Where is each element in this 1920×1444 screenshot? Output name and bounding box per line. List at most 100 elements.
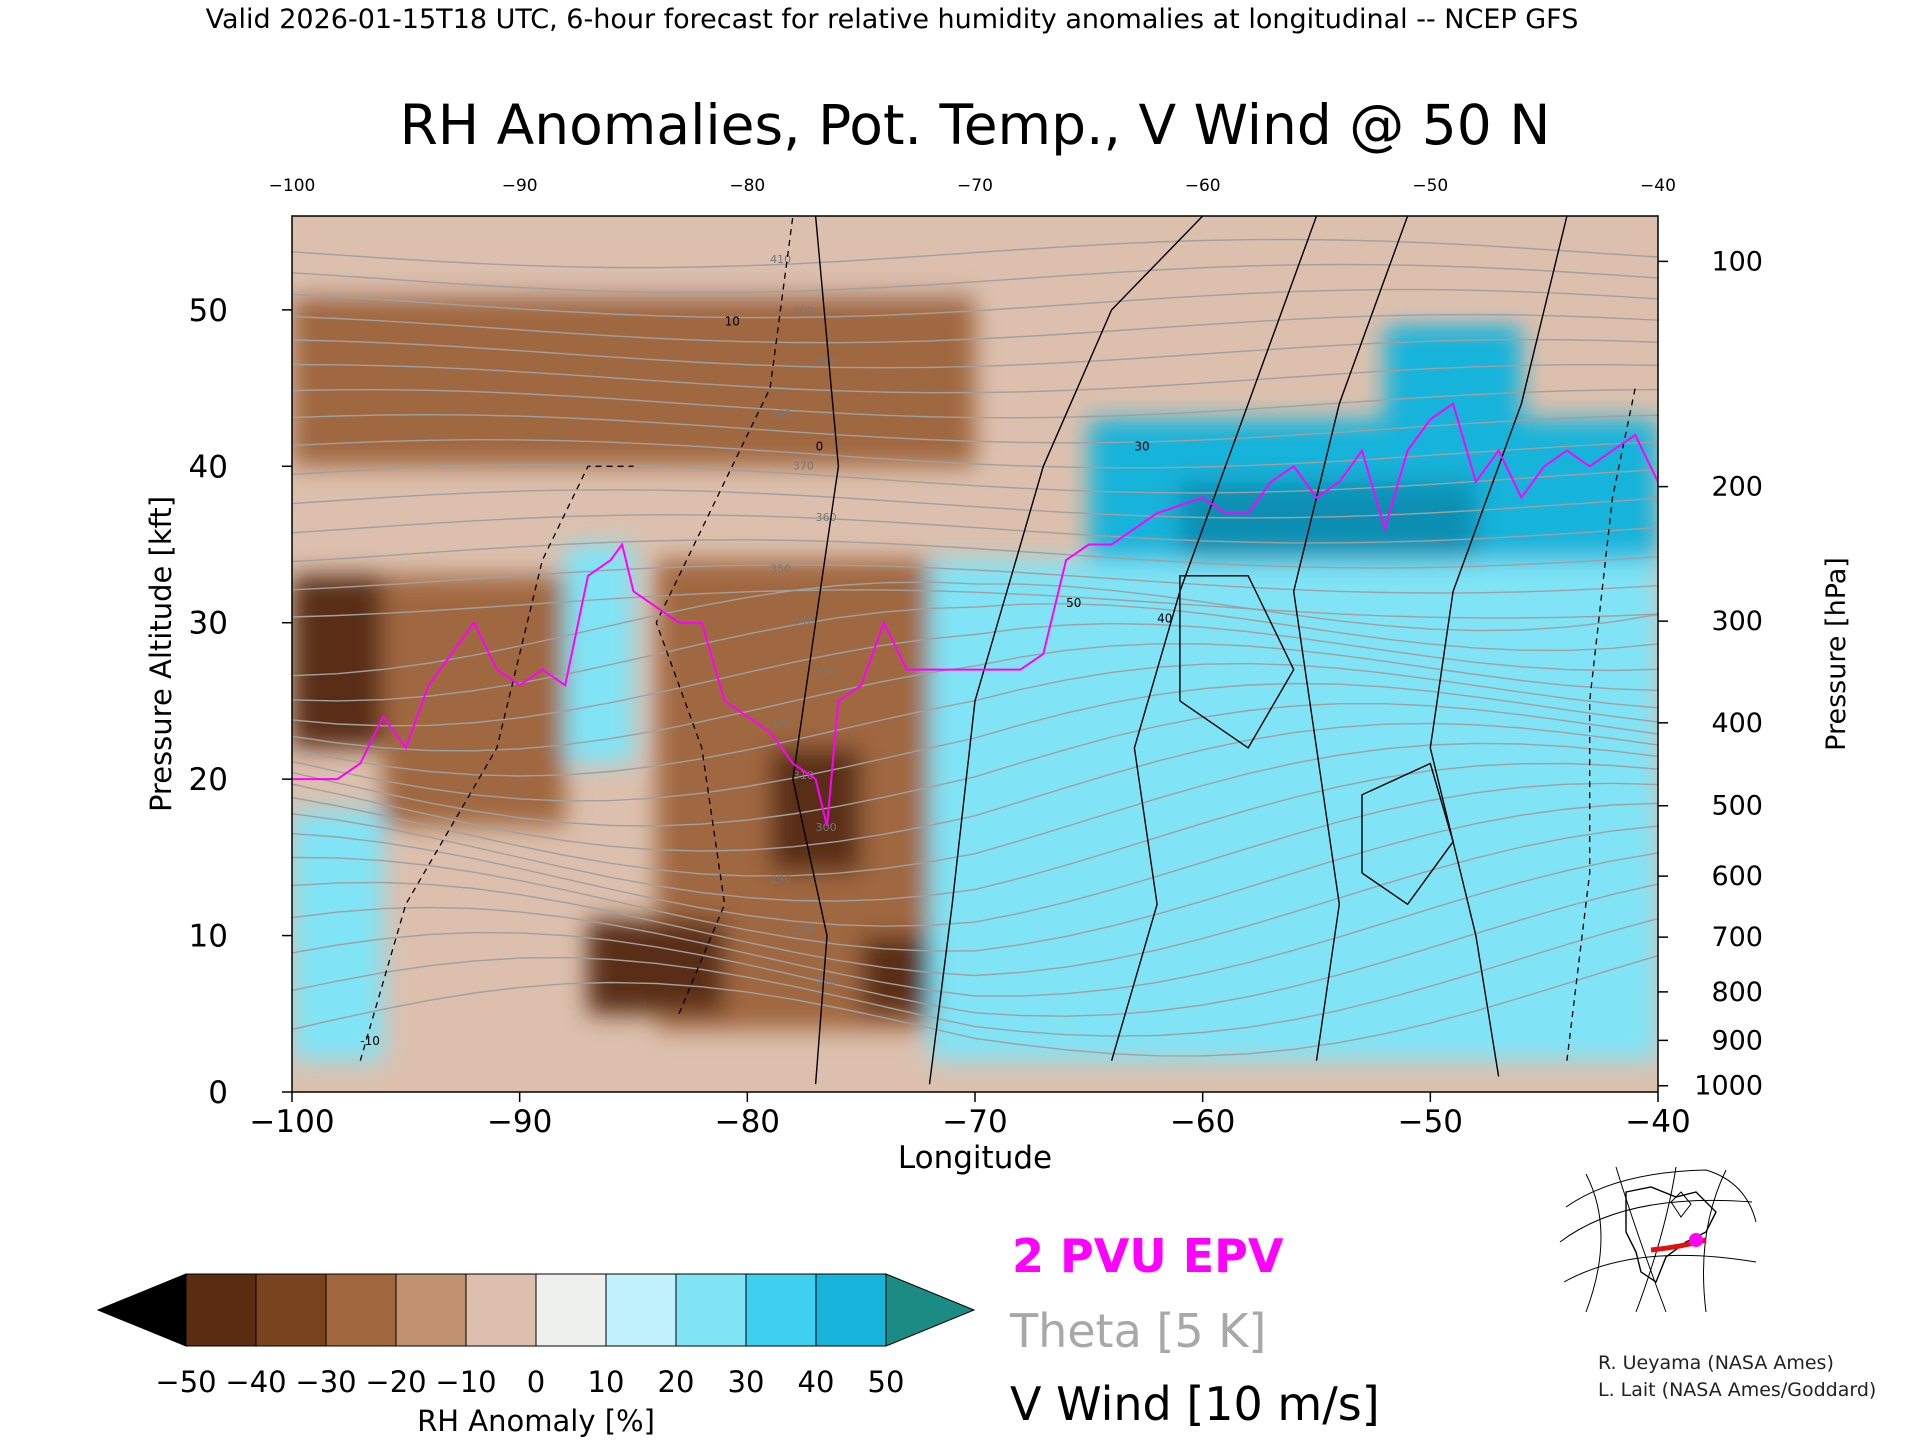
- wind-label-3: 30: [1134, 440, 1149, 454]
- wind-contour-3: [1292, 216, 1409, 1061]
- colorbar-tick-4: −10: [435, 1365, 496, 1399]
- theta-contour-20: [292, 514, 1658, 544]
- y-axis-left-label: Pressure Altitude [kft]: [144, 496, 178, 812]
- chart-title: RH Anomalies, Pot. Temp., V Wind @ 50 N: [400, 93, 1551, 157]
- colorbar-seg-0: [185, 1273, 257, 1347]
- theta-contour-30: [292, 263, 1658, 294]
- theta-contour-18: [292, 564, 1658, 594]
- colorbar-segments: [96, 1273, 976, 1347]
- theta-contour-2: [292, 883, 1658, 1017]
- theta-label-400: 400: [793, 305, 814, 318]
- theta-contour-26: [292, 363, 1658, 394]
- theta-contour-28: [292, 313, 1658, 344]
- locator-map: [1556, 1162, 1760, 1314]
- x-tick-label-5: −50: [1398, 1104, 1463, 1140]
- theta-label-370: 370: [793, 459, 814, 472]
- legend: 2 PVU EPV Theta [5 K] V Wind [10 m/s]: [1009, 1229, 1380, 1431]
- x-tick-label-1: −90: [487, 1104, 552, 1140]
- theta-contour-25: [292, 388, 1658, 419]
- theta-contour-21: [292, 489, 1658, 519]
- colorbar-tick-5: 0: [527, 1365, 545, 1399]
- colorbar-seg-2: [325, 1273, 397, 1347]
- theta-contour-31: [292, 238, 1658, 269]
- legend-epv: 2 PVU EPV: [1012, 1229, 1284, 1283]
- theta-label-360: 360: [816, 511, 837, 524]
- p-tick-label-3: 700: [1711, 922, 1763, 953]
- colorbar-seg-5: [535, 1273, 607, 1347]
- theta-contour-9: [292, 722, 1658, 852]
- p-tick-label-2: 800: [1711, 977, 1763, 1008]
- wind-contour-neg-2: [1566, 387, 1636, 1061]
- theta-contours: 4104003903803703603503403303203103002902…: [292, 238, 1658, 1057]
- p-tick-label-4: 600: [1711, 861, 1763, 892]
- theta-contour-17: [292, 589, 1658, 619]
- colorbar-tick-9: 40: [798, 1365, 835, 1399]
- rh-region-11: [1179, 481, 1476, 561]
- top-tick-label-5: −50: [1412, 176, 1448, 196]
- colorbar-tick-0: −50: [155, 1365, 216, 1399]
- credits: R. Ueyama (NASA Ames) L. Lait (NASA Ames…: [1598, 1350, 1876, 1404]
- colorbar-seg-3: [395, 1273, 467, 1347]
- rh-region-7: [587, 919, 725, 1014]
- top-tick-label-4: −60: [1185, 176, 1221, 196]
- p-tick-label-8: 200: [1711, 472, 1763, 503]
- theta-contour-5: [292, 802, 1658, 952]
- theta-label-320: 320: [770, 718, 791, 731]
- colorbar-seg-8: [745, 1273, 817, 1347]
- p-tick-label-6: 400: [1711, 708, 1763, 739]
- colorbar-tick-8: 30: [728, 1365, 765, 1399]
- theta-contour-29: [292, 288, 1658, 319]
- top-tick-label-2: −80: [729, 176, 765, 196]
- theta-contour-15: [292, 602, 1658, 702]
- top-tick-label-1: −90: [502, 176, 538, 196]
- rh-region-1: [292, 294, 975, 467]
- colorbar-arrow-right: [885, 1273, 976, 1347]
- theta-label-290: 290: [770, 872, 791, 885]
- wind-contour-5: [1179, 575, 1295, 749]
- x-tick-label-2: −80: [715, 1104, 780, 1140]
- y-tick-label-0: 0: [208, 1075, 228, 1111]
- x-axis-label: Longitude: [898, 1140, 1052, 1176]
- theta-contour-7: [292, 762, 1658, 902]
- theta-label-340: 340: [793, 614, 814, 627]
- credit-line-2: L. Lait (NASA Ames/Goddard): [1598, 1379, 1877, 1401]
- x-axis: −100 −90 −80 −70 −60 −50 −40: [249, 1092, 1691, 1140]
- p-tick-label-1: 900: [1711, 1025, 1763, 1056]
- wind-contour-neg-0: [359, 465, 634, 1061]
- theta-contour-22: [292, 464, 1658, 494]
- colorbar-seg-7: [675, 1273, 747, 1347]
- rh-region-4: [565, 544, 634, 764]
- colorbar-ticks: −50 −40 −30 −20 −10 0 10 20 30 40 50: [155, 1365, 904, 1399]
- top-axis: −100 −90 −80 −70 −60 −50 −40: [269, 176, 1676, 196]
- theta-label-280: 280: [793, 924, 814, 937]
- colorbar-tick-3: −20: [365, 1365, 426, 1399]
- wind-contour-6: [1361, 762, 1454, 906]
- valid-line: Valid 2026-01-15T18 UTC, 6-hour forecast…: [206, 4, 1579, 35]
- colorbar-tick-2: −30: [295, 1365, 356, 1399]
- colorbar-seg-9: [815, 1273, 887, 1347]
- theta-contour-6: [292, 782, 1658, 927]
- y-axis-left: 0 10 20 30 40 50: [189, 293, 292, 1111]
- rh-region-8: [861, 935, 930, 1014]
- colorbar-seg-4: [465, 1273, 537, 1347]
- locator-map-icon: [1559, 1166, 1757, 1313]
- epv-2pvu-path: [292, 402, 1658, 827]
- p-tick-label-7: 300: [1711, 606, 1763, 637]
- wind-label-1: 0: [816, 440, 824, 454]
- theta-label-410: 410: [770, 253, 791, 266]
- y-tick-label-2: 20: [189, 762, 228, 798]
- plot-area: 4104003903803703603503403303203103002902…: [291, 215, 1659, 1093]
- theta-contour-19: [292, 539, 1658, 569]
- theta-contour-4: [292, 825, 1658, 977]
- theta-contour-3: [292, 852, 1658, 997]
- theta-contour-0: [292, 954, 1658, 1057]
- theta-label-300: 300: [816, 821, 837, 834]
- colorbar: −50 −40 −30 −20 −10 0 10 20 30 40 50 RH Anomaly [%…: [96, 1273, 976, 1438]
- rh-region-13: [292, 810, 384, 1061]
- theta-contour-24: [292, 413, 1658, 444]
- y-axis-right-label: Pressure [hPa]: [1821, 557, 1852, 751]
- p-tick-label-9: 100: [1711, 246, 1763, 277]
- theta-contour-27: [292, 338, 1658, 369]
- theta-contour-1: [292, 917, 1658, 1037]
